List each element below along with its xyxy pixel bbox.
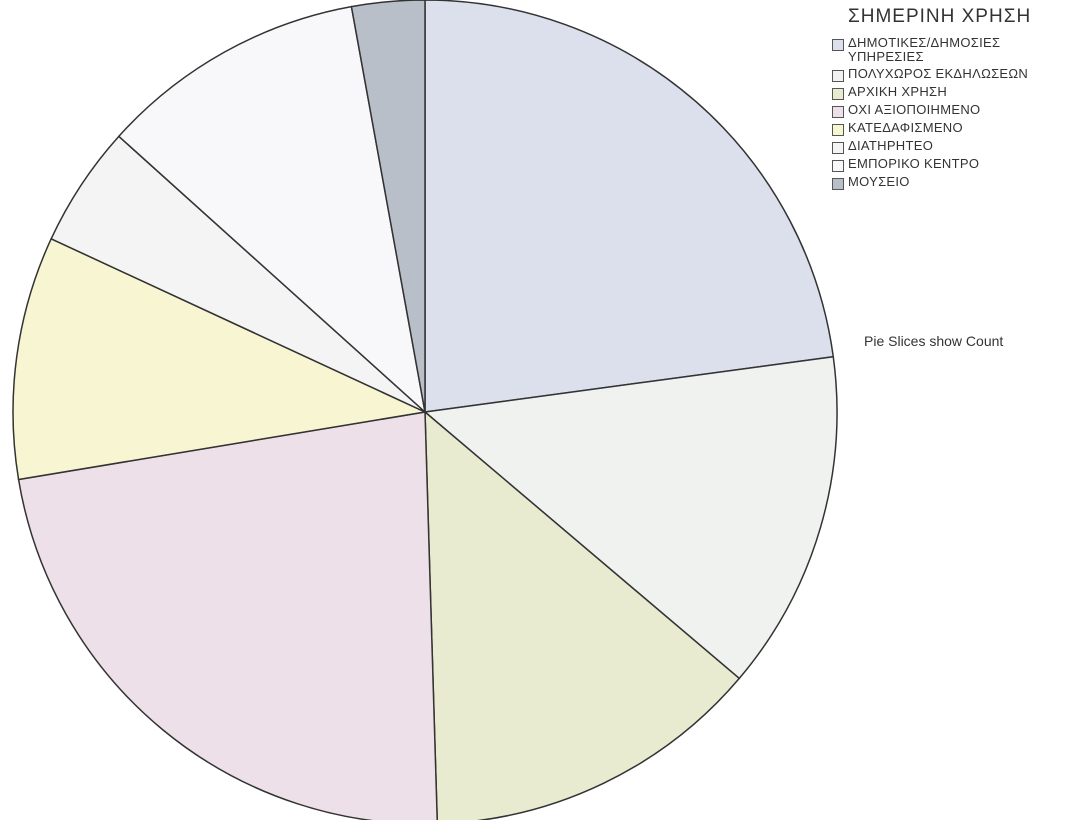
pie-slice-4 [17, 411, 438, 820]
legend-swatch [832, 39, 844, 51]
legend-title: ΣΗΜΕΡΙΝΗ ΧΡΗΣΗ [848, 6, 1032, 27]
legend-item-6: ΔΙΑΤΗΡΗΤΕΟ [832, 139, 1064, 154]
pie-slices [12, 0, 838, 820]
legend-swatch [832, 106, 844, 118]
pie-slice-3 [424, 410, 741, 820]
pie-footnote: Pie Slices show Count [864, 333, 1004, 349]
pie-slice-8 [350, 0, 426, 413]
legend-item-7: ΕΜΠΟΡΙΚΟ ΚΕΝΤΡΟ [832, 157, 1064, 172]
legend-item-5: ΚΑΤΕΔΑΦΙΣΜΕΝΟ [832, 121, 1064, 136]
legend-list: ΔΗΜΟΤΙΚΕΣ/ΔΗΜΟΣΙΕΣ ΥΠΗΡΕΣΙΕΣ ΠΟΛΥΧΩΡΟΣ ΕΚ… [832, 36, 1064, 190]
chart-legend: ΣΗΜΕΡΙΝΗ ΧΡΗΣΗ ΔΗΜΟΤΙΚΕΣ/ΔΗΜΟΣΙΕΣ ΥΠΗΡΕΣ… [832, 6, 1064, 193]
legend-label: ΚΑΤΕΔΑΦΙΣΜΕΝΟ [848, 120, 963, 135]
pie-slice-2 [423, 355, 838, 680]
legend-label: ΕΜΠΟΡΙΚΟ ΚΕΝΤΡΟ [848, 156, 980, 171]
pie-slice-1 [424, 0, 835, 413]
legend-swatch [832, 142, 844, 154]
legend-swatch [832, 178, 844, 190]
legend-label: ΟΧΙ ΑΞΙΟΠΟΙΗΜΕΝΟ [848, 102, 981, 117]
legend-label: ΜΟΥΣΕΙΟ [848, 174, 910, 189]
legend-item-8: ΜΟΥΣΕΙΟ [832, 175, 1064, 190]
legend-label: ΠΟΛΥΧΩΡΟΣ ΕΚΔΗΛΩΣΕΩΝ [848, 66, 1029, 81]
legend-swatch [832, 124, 844, 136]
legend-label: ΑΡΧΙΚΗ ΧΡΗΣΗ [848, 84, 948, 99]
legend-label: ΔΗΜΟΤΙΚΕΣ/ΔΗΜΟΣΙΕΣ ΥΠΗΡΕΣΙΕΣ [848, 35, 1001, 64]
legend-label: ΔΙΑΤΗΡΗΤΕΟ [848, 138, 934, 153]
legend-item-3: ΑΡΧΙΚΗ ΧΡΗΣΗ [832, 85, 1064, 100]
legend-swatch [832, 88, 844, 100]
legend-swatch [832, 70, 844, 82]
pie-slice-7 [117, 5, 427, 415]
legend-item-4: ΟΧΙ ΑΞΙΟΠΟΙΗΜΕΝΟ [832, 103, 1064, 118]
pie-slice-5 [12, 237, 428, 481]
legend-item-1: ΔΗΜΟΤΙΚΕΣ/ΔΗΜΟΣΙΕΣ ΥΠΗΡΕΣΙΕΣ [832, 36, 1064, 64]
legend-swatch [832, 160, 844, 172]
legend-item-2: ΠΟΛΥΧΩΡΟΣ ΕΚΔΗΛΩΣΕΩΝ [832, 67, 1064, 82]
